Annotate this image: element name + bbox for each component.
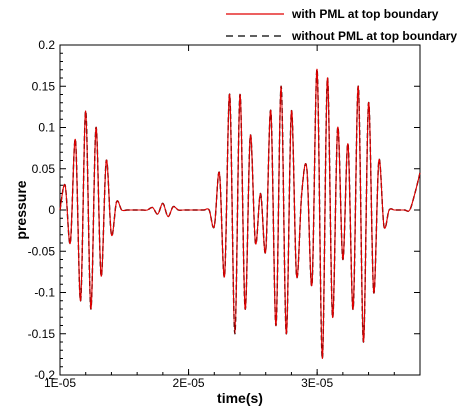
x-tick-label: 1E-05 — [44, 376, 76, 390]
y-tick-label: -0.2 — [34, 368, 55, 382]
x-tick-label: 3E-05 — [301, 376, 333, 390]
y-axis: -0.2 -0.15 -0.1 -0.05 0 0.05 0.1 0.15 0.2 — [28, 38, 420, 382]
series-line-with-pml — [59, 69, 421, 360]
x-axis-title: time(s) — [217, 390, 263, 406]
y-tick-label: 0 — [48, 203, 55, 217]
y-tick-label: -0.05 — [28, 244, 56, 258]
y-axis-title: pressure — [13, 180, 29, 239]
y-tick-label: 0.15 — [32, 79, 56, 93]
y-tick-label: 0.1 — [38, 121, 55, 135]
legend-label-without-pml: without PML at top boundary — [291, 29, 457, 43]
series-layer — [59, 69, 421, 360]
x-axis: 1E-05 2E-05 3E-05 — [44, 45, 395, 390]
x-tick-label: 2E-05 — [173, 376, 205, 390]
y-tick-label: -0.15 — [28, 327, 56, 341]
legend: with PML at top boundary without PML at … — [226, 7, 457, 43]
y-tick-label: 0.05 — [32, 162, 56, 176]
y-tick-label: -0.1 — [34, 286, 55, 300]
legend-label-with-pml: with PML at top boundary — [291, 7, 439, 21]
y-tick-label: 0.2 — [38, 38, 55, 52]
